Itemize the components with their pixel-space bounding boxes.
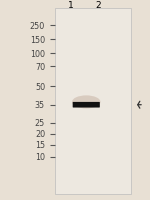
Text: 2: 2 (95, 1, 101, 9)
Ellipse shape (72, 96, 100, 109)
Text: 1: 1 (68, 1, 74, 9)
Text: 25: 25 (35, 119, 45, 127)
Bar (55, 9, 130, 194)
Text: 70: 70 (35, 63, 45, 71)
FancyBboxPatch shape (73, 102, 100, 108)
Text: 20: 20 (35, 130, 45, 138)
Text: 10: 10 (35, 153, 45, 161)
Text: 100: 100 (30, 50, 45, 58)
Text: 15: 15 (35, 141, 45, 149)
Text: 35: 35 (35, 101, 45, 109)
Text: 150: 150 (30, 36, 45, 44)
Text: 50: 50 (35, 83, 45, 91)
Text: 250: 250 (30, 22, 45, 30)
